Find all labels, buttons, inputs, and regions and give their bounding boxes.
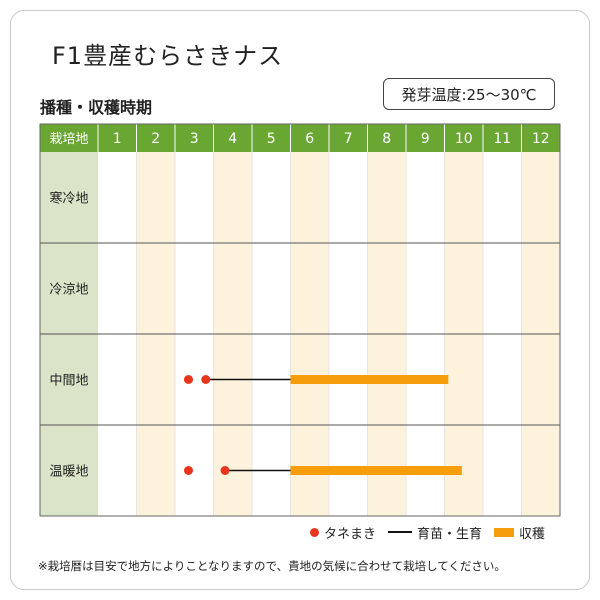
month-label-6: 6 [305,131,314,147]
legend-growing-label: 育苗・生育 [417,526,483,542]
corner-label: 栽培地 [49,131,88,147]
month-label-3: 3 [190,131,199,147]
month-label-4: 4 [228,131,237,147]
sowing-dot-2-0 [183,375,193,384]
month-label-2: 2 [151,131,160,147]
harvest-bar-icon [494,527,515,537]
region-label-0: 寒冷地 [49,191,88,207]
page-title: F1豊産むらさきナス [52,42,284,70]
region-label-3: 温暖地 [49,465,88,480]
footnote: ※栽培暦は目安で地方によりことなりますので、貴地の気候に合わせて栽培してください… [38,559,506,573]
germination-temperature-badge: 発芽温度:25～30℃ [383,78,555,110]
month-label-11: 11 [493,131,511,147]
chart-legend: タネまき 育苗・生育 収穫 [310,522,557,542]
legend-sowing-label: タネまき [324,526,377,542]
month-label-10: 10 [455,131,473,147]
legend-item-harvest: 収穫 [494,523,545,542]
growing-line-icon [388,531,413,533]
legend-item-sowing: タネまき [310,523,376,542]
month-label-9: 9 [421,131,430,147]
legend-item-growing: 育苗・生育 [388,523,482,542]
region-label-1: 冷涼地 [49,283,88,298]
month-label-5: 5 [267,131,276,147]
sowing-dot-icon [310,527,319,537]
sowing-dot-3-0 [183,466,193,475]
chart-subtitle: 播種・収穫時期 [40,98,153,117]
header-row [40,124,560,152]
harvest-bar-2 [290,375,449,384]
chart-border [39,123,561,517]
card-frame [10,10,590,590]
month-label-8: 8 [382,131,391,147]
legend-harvest-label: 収穫 [519,526,546,542]
month-label-7: 7 [344,131,353,147]
region-label-2: 中間地 [49,374,88,389]
sowing-dot-2-1 [201,375,211,384]
month-label-12: 12 [532,131,550,147]
sowing-dot-3-1 [220,466,230,475]
month-label-1: 1 [113,131,122,147]
harvest-bar-3 [290,466,462,475]
